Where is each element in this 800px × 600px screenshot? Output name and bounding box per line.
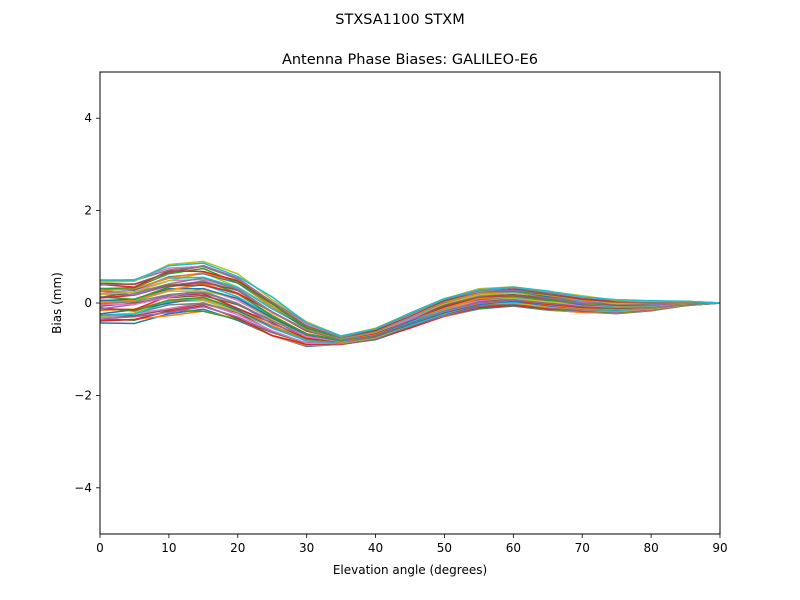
chart-title: Antenna Phase Biases: GALILEO-E6 <box>282 52 538 68</box>
x-axis-label: Elevation angle (degrees) <box>333 563 487 577</box>
x-tick-label: 90 <box>712 541 727 555</box>
x-tick-label: 40 <box>368 541 383 555</box>
y-axis-label: Bias (mm) <box>50 272 64 334</box>
x-tick-label: 30 <box>299 541 314 555</box>
y-tick-label: −2 <box>74 388 92 402</box>
series-line <box>99 270 721 339</box>
y-tick-label: 4 <box>84 111 92 125</box>
figure-suptitle: STXSA1100 STXM <box>335 12 464 28</box>
x-tick-label: 80 <box>643 541 658 555</box>
x-tick-label: 10 <box>161 541 176 555</box>
x-axis: 0 10 20 30 40 50 60 70 80 90 <box>96 534 728 555</box>
y-tick-label: 2 <box>84 204 92 218</box>
series-line <box>99 262 721 337</box>
y-tick-label: 0 <box>84 296 92 310</box>
series-layer <box>99 260 721 348</box>
x-tick-label: 70 <box>575 541 590 555</box>
y-axis: −4 −2 0 2 4 <box>74 111 100 495</box>
x-tick-label: 0 <box>96 541 104 555</box>
y-tick-label: −4 <box>74 481 92 495</box>
x-tick-label: 20 <box>230 541 245 555</box>
x-tick-label: 50 <box>437 541 452 555</box>
x-tick-label: 60 <box>506 541 521 555</box>
